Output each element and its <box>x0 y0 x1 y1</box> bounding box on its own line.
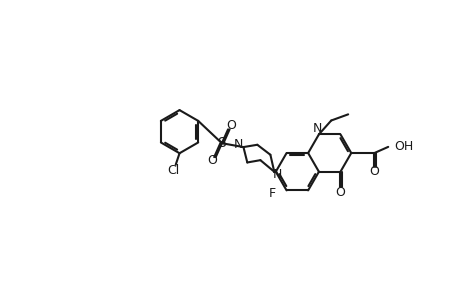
Text: S: S <box>217 136 226 150</box>
Text: N: N <box>312 122 321 136</box>
Text: F: F <box>269 187 276 200</box>
Text: N: N <box>234 138 243 151</box>
Text: O: O <box>226 119 235 132</box>
Text: O: O <box>207 154 217 167</box>
Text: OH: OH <box>393 140 413 153</box>
Text: O: O <box>335 186 345 199</box>
Text: O: O <box>369 165 379 178</box>
Text: Cl: Cl <box>167 164 179 177</box>
Text: N: N <box>272 168 281 181</box>
